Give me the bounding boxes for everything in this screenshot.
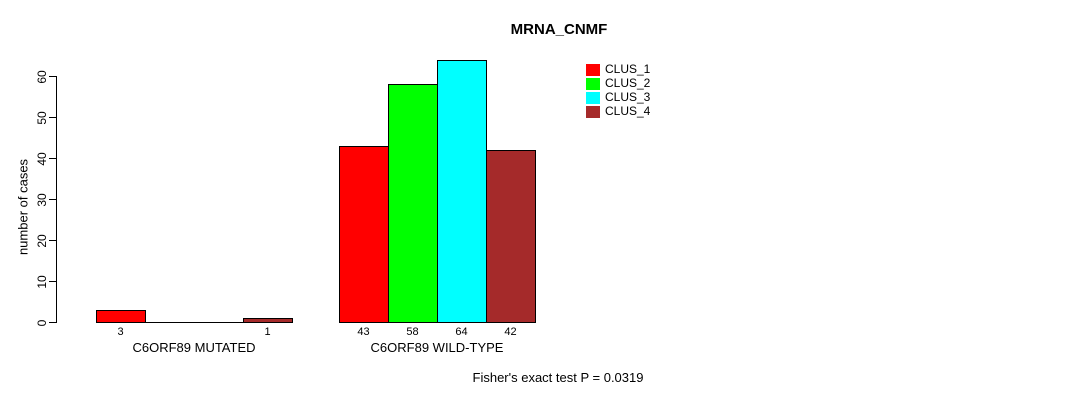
y-tick-mark <box>49 281 56 282</box>
bar-clus_1 <box>96 310 146 323</box>
legend-color-swatch <box>586 77 600 90</box>
y-axis-label: number of cases <box>15 158 31 256</box>
legend-series-label: CLUS_1 <box>605 62 651 76</box>
x-group-label: C6ORF89 MUTATED <box>132 340 256 355</box>
y-tick-label: 40 <box>35 151 49 166</box>
y-tick-label: 10 <box>35 274 49 289</box>
legend: CLUS_1 CLUS_2 CLUS_3 CLUS_4 <box>586 63 650 118</box>
y-tick-label: 20 <box>35 233 49 248</box>
legend-item: CLUS_3 <box>586 91 650 104</box>
x-group-label: C6ORF89 WILD-TYPE <box>370 340 504 355</box>
bar-value-label: 58 <box>406 326 419 338</box>
y-tick-mark <box>49 117 56 118</box>
y-tick-mark <box>49 158 56 159</box>
bar-clus_2 <box>388 84 438 323</box>
group-baseline <box>96 322 293 323</box>
bar-value-label: 1 <box>264 326 271 338</box>
y-tick-label: 50 <box>35 110 49 125</box>
y-tick-mark <box>49 76 56 77</box>
y-tick-mark <box>49 322 56 323</box>
bar-clus_4 <box>486 150 536 323</box>
legend-series-label: CLUS_3 <box>605 90 651 104</box>
y-tick-mark <box>49 199 56 200</box>
y-tick-label: 0 <box>35 319 49 326</box>
chart-title: MRNA_CNMF <box>510 21 608 38</box>
legend-color-swatch <box>586 63 600 76</box>
bar-value-label: 42 <box>504 326 517 338</box>
legend-item: CLUS_2 <box>586 77 650 90</box>
bar-clus_3 <box>437 60 487 323</box>
bar-value-label: 64 <box>455 326 468 338</box>
legend-color-swatch <box>586 105 600 118</box>
legend-series-label: CLUS_2 <box>605 76 651 90</box>
y-tick-label: 30 <box>35 192 49 207</box>
legend-item: CLUS_4 <box>586 105 650 118</box>
y-axis-line <box>56 76 57 323</box>
y-tick-mark <box>49 240 56 241</box>
bar-value-label: 43 <box>357 326 370 338</box>
y-tick-label: 60 <box>35 69 49 84</box>
annotation-text: Fisher's exact test P = 0.0319 <box>472 370 644 385</box>
bar-value-label: 3 <box>117 326 124 338</box>
legend-item: CLUS_1 <box>586 63 650 76</box>
legend-series-label: CLUS_4 <box>605 104 651 118</box>
legend-color-swatch <box>586 91 600 104</box>
bar-clus_4 <box>243 318 293 323</box>
bar-clus_1 <box>339 146 389 323</box>
